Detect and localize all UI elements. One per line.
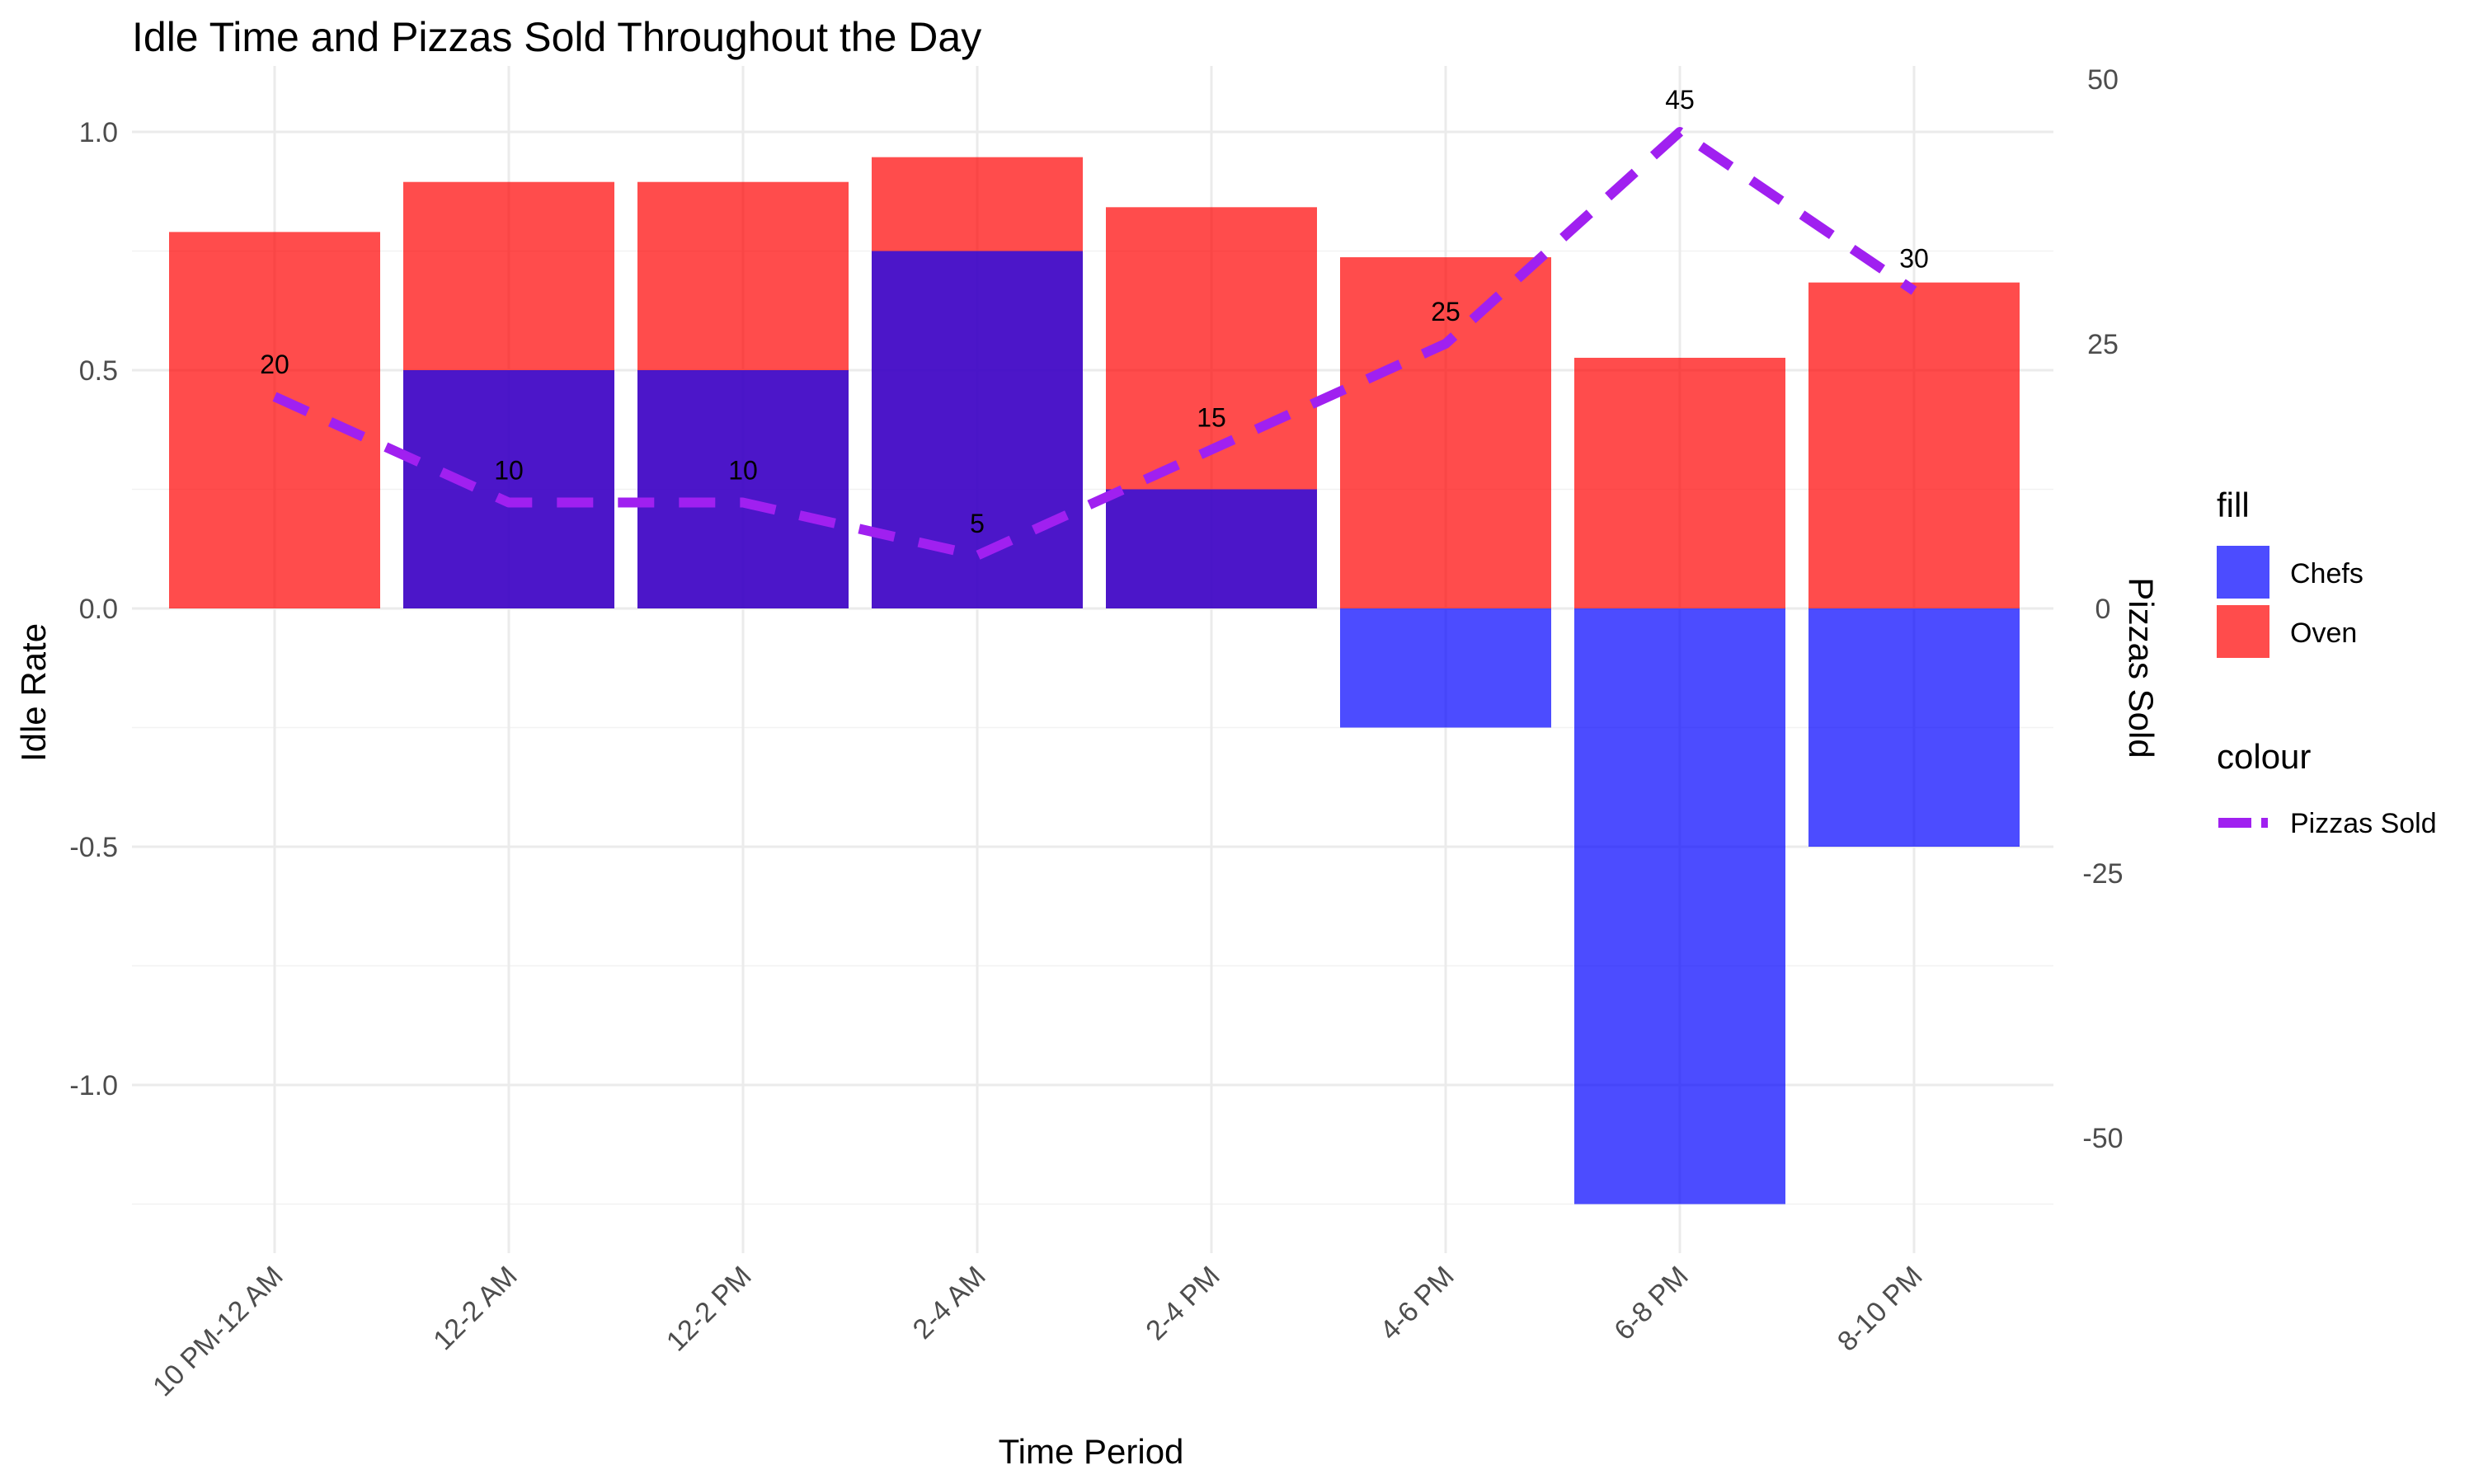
x-axis-title: Time Period	[999, 1432, 1184, 1471]
x-tick-label: 8-10 PM	[1832, 1261, 1929, 1358]
y-tick-label: -0.5	[69, 832, 118, 863]
chefs-bar	[872, 251, 1083, 608]
pizzas-sold-label: 30	[1899, 244, 1929, 274]
pizzas-sold-label: 10	[728, 456, 758, 486]
y-axis-ticks: 1.0 0.5 0.0 -0.5 -1.0	[69, 117, 118, 1101]
x-tick-label: 12-2 PM	[661, 1261, 758, 1358]
chart-title: Idle Time and Pizzas Sold Throughout the…	[132, 14, 981, 60]
oven-bar	[1340, 257, 1551, 608]
x-tick-label: 4-6 PM	[1374, 1261, 1460, 1346]
y-tick-label: 1.0	[79, 117, 118, 148]
y2-tick-label: 25	[2087, 329, 2119, 360]
y2-tick-label: -25	[2082, 858, 2123, 890]
chefs-bar	[1574, 608, 1785, 1205]
y2-tick-label: 0	[2095, 594, 2111, 625]
pizzas-sold-label: 10	[494, 456, 524, 486]
pizzas-sold-line-group	[272, 127, 1917, 561]
legend-fill-title: fill	[2217, 486, 2250, 524]
y-axis-title: Idle Rate	[14, 623, 53, 762]
x-tick-label: 10 PM-12 AM	[147, 1261, 289, 1403]
legend: fill Chefs Oven colour Pizzas Sold	[2217, 486, 2437, 839]
y-tick-label: 0.5	[79, 355, 118, 387]
pizzas-sold-label: 45	[1665, 85, 1695, 115]
chefs-bar	[637, 370, 849, 608]
pizzas-sold-label: 25	[1431, 297, 1460, 326]
chefs-bar	[1340, 608, 1551, 728]
oven-bar	[169, 232, 380, 608]
y2-axis-title: Pizzas Sold	[2122, 577, 2161, 758]
legend-label-pizzas-sold: Pizzas Sold	[2290, 808, 2437, 839]
legend-swatch-chefs	[2217, 546, 2269, 599]
legend-colour-title: colour	[2217, 737, 2311, 776]
bars	[169, 157, 2020, 1205]
oven-bar	[1574, 357, 1785, 608]
pizzas-sold-label: 15	[1197, 402, 1226, 432]
x-tick-label: 2-4 PM	[1140, 1261, 1225, 1346]
chefs-bar	[1808, 608, 2020, 847]
y2-tick-label: 50	[2087, 64, 2119, 96]
y2-axis-ticks: 50 25 0 -25 -50	[2082, 64, 2123, 1154]
x-tick-label: 2-4 AM	[907, 1261, 992, 1345]
legend-label-chefs: Chefs	[2290, 558, 2363, 589]
chefs-bar	[403, 370, 614, 608]
x-tick-label: 12-2 AM	[427, 1261, 523, 1356]
pizzas-sold-label: 20	[260, 350, 289, 379]
legend-label-oven: Oven	[2290, 618, 2357, 649]
y2-tick-label: -50	[2082, 1123, 2123, 1154]
pizzas-sold-line	[272, 127, 1917, 561]
y-tick-label: -1.0	[69, 1070, 118, 1101]
data-labels: 20 10 10 5 15 25 45 30	[260, 85, 1929, 538]
x-axis-ticks: 10 PM-12 AM 12-2 AM 12-2 PM 2-4 AM 2-4 PM 4-6…	[147, 1261, 1929, 1403]
legend-swatch-oven	[2217, 605, 2269, 658]
chefs-bar	[1106, 489, 1317, 608]
y-tick-label: 0.0	[79, 594, 118, 625]
oven-bar	[1808, 282, 2020, 608]
pizzas-sold-label: 5	[970, 509, 985, 538]
x-tick-label: 6-8 PM	[1608, 1261, 1694, 1346]
